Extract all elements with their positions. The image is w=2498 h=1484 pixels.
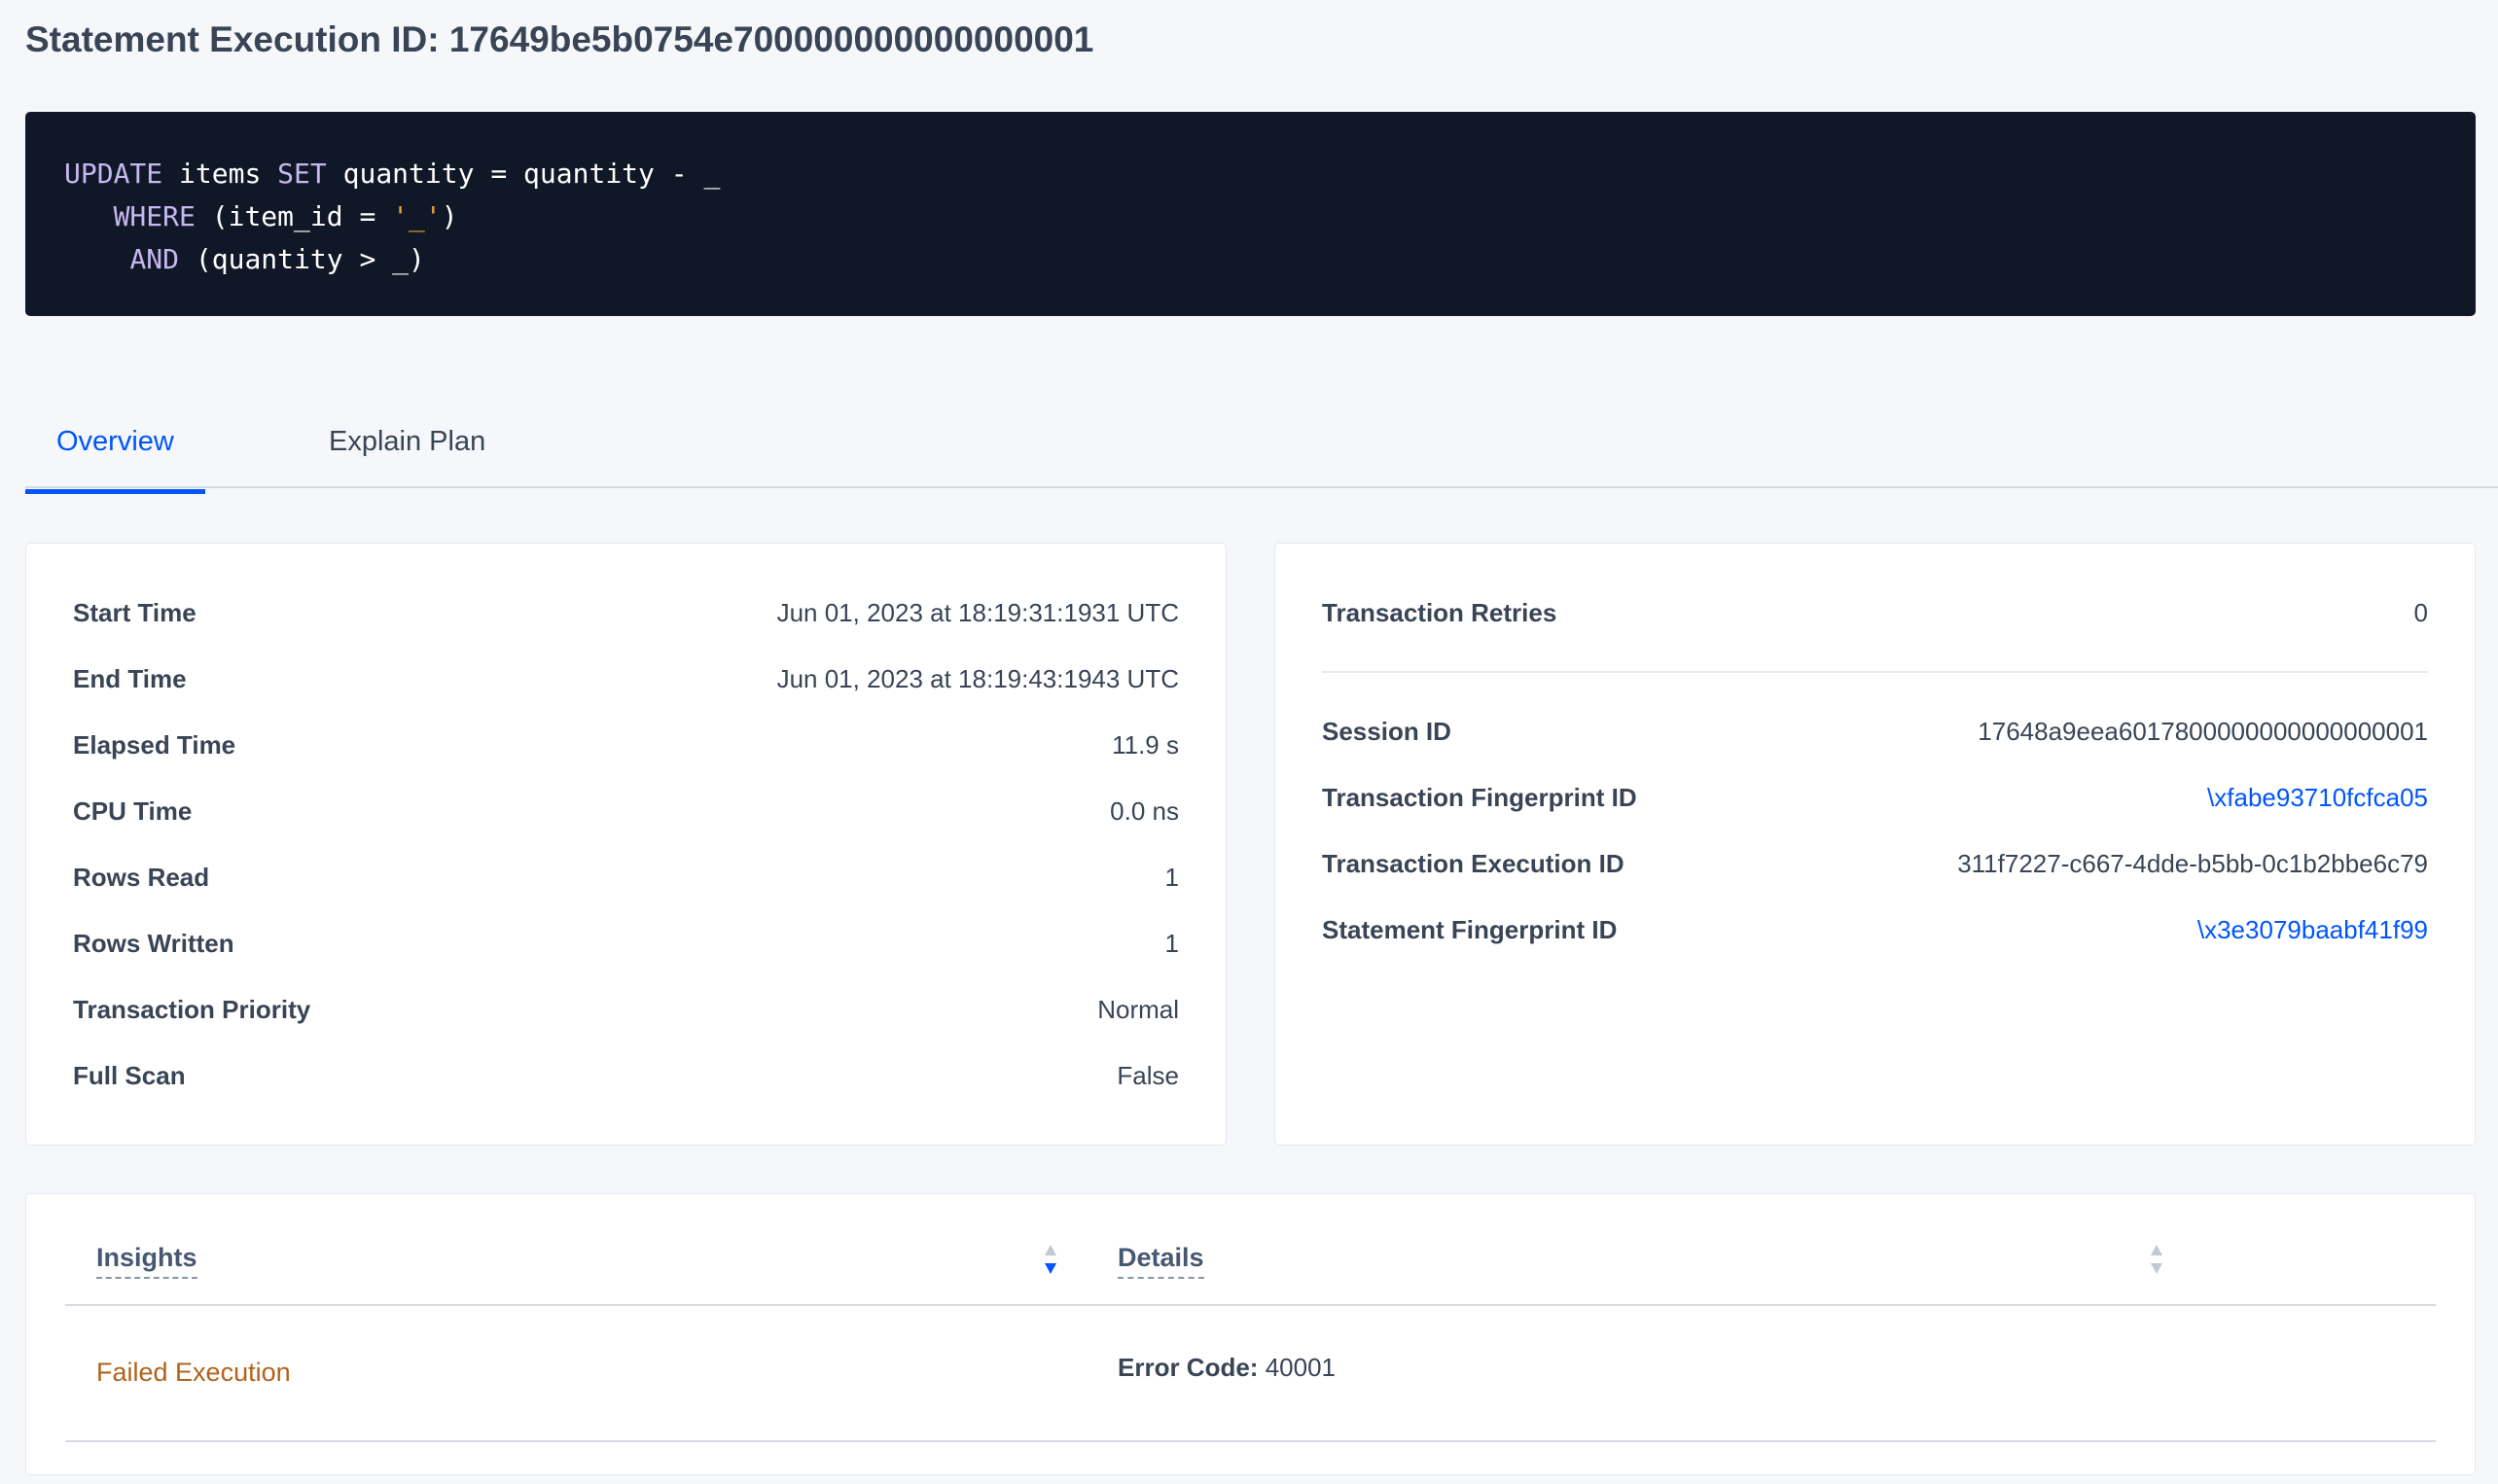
sort-descending-icon[interactable]	[1043, 1243, 1058, 1276]
column-header-insights[interactable]: Insights	[96, 1243, 197, 1279]
row-label: Transaction Retries	[1322, 597, 1557, 627]
row-value-link[interactable]: \xfabe93710fcfca05	[2207, 782, 2428, 812]
stat-row: CPU Time 0.0 ns	[73, 792, 1179, 830]
row-label: Rows Read	[73, 862, 210, 892]
row-label: Transaction Priority	[73, 994, 311, 1024]
error-code: Error Code: 40001	[1118, 1353, 1336, 1383]
row-label: Full Scan	[73, 1060, 186, 1090]
row-value: Jun 01, 2023 at 18:19:31:1931 UTC	[776, 597, 1179, 627]
row-label: Start Time	[73, 597, 196, 627]
row-value: 1	[1164, 862, 1179, 892]
sql-line-3: AND (quantity > _)	[64, 238, 2476, 281]
stat-row: Rows Written 1	[73, 924, 1179, 963]
row-value: 0.0 ns	[1110, 795, 1179, 826]
insights-table: Insights Details Failed Execution Error …	[25, 1193, 2476, 1475]
insight-failed-execution: Failed Execution	[96, 1358, 291, 1387]
row-label: Elapsed Time	[73, 729, 236, 760]
sql-keyword: SET	[277, 158, 327, 190]
row-value: False	[1117, 1060, 1179, 1090]
sql-text: )	[441, 200, 458, 232]
row-label: Transaction Execution ID	[1322, 848, 1624, 878]
row-divider	[65, 1440, 2436, 1442]
row-value: Normal	[1097, 994, 1179, 1024]
error-code-label: Error Code:	[1118, 1353, 1259, 1382]
row-value-link[interactable]: \x3e3079baabf41f99	[2196, 914, 2428, 944]
sql-keyword: WHERE	[113, 200, 196, 232]
sql-code-block: UPDATE items SET quantity = quantity - _…	[25, 112, 2476, 316]
sql-line-2: WHERE (item_id = '_')	[64, 195, 2476, 238]
stat-row: Start Time Jun 01, 2023 at 18:19:31:1931 …	[73, 593, 1179, 632]
row-value: 0	[2413, 597, 2428, 627]
sql-text: (item_id =	[195, 200, 393, 232]
transaction-retries-row: Transaction Retries 0	[1322, 593, 2428, 632]
sql-text	[64, 200, 114, 232]
sql-string: '_'	[392, 200, 442, 232]
divider	[1322, 671, 2428, 673]
row-value: Jun 01, 2023 at 18:19:43:1943 UTC	[776, 663, 1179, 693]
header-divider	[65, 1304, 2436, 1306]
row-label: CPU Time	[73, 795, 193, 826]
row-value: 17648a9eea6017800000000000000001	[1978, 716, 2428, 746]
stat-row: Rows Read 1	[73, 858, 1179, 897]
sql-keyword: AND	[129, 243, 180, 275]
sql-line-1: UPDATE items SET quantity = quantity - _	[64, 153, 2476, 195]
info-row: Transaction Fingerprint ID \xfabe93710fcf…	[1322, 778, 2428, 817]
page-title: Statement Execution ID: 17649be5b0754e70…	[25, 19, 1094, 59]
sql-text: quantity = quantity - _	[326, 158, 721, 190]
row-value: 311f7227-c667-4dde-b5bb-0c1b2bbe6c79	[1957, 848, 2428, 878]
row-label: Rows Written	[73, 928, 234, 958]
stat-row: Elapsed Time 11.9 s	[73, 725, 1179, 764]
info-row: Session ID 17648a9eea60178000000000000000…	[1322, 712, 2428, 751]
row-label: Statement Fingerprint ID	[1322, 914, 1618, 944]
row-value: 11.9 s	[1112, 729, 1179, 760]
row-label: Session ID	[1322, 716, 1451, 746]
tab-overview[interactable]: Overview	[25, 426, 205, 494]
row-value: 1	[1164, 928, 1179, 958]
stat-row: End Time Jun 01, 2023 at 18:19:43:1943 UT…	[73, 659, 1179, 698]
sql-keyword: UPDATE	[64, 158, 163, 190]
transaction-info-card: Transaction Retries 0 Session ID 17648a9e…	[1274, 543, 2476, 1146]
sql-text: items	[162, 158, 278, 190]
row-label: Transaction Fingerprint ID	[1322, 782, 1637, 812]
sql-text	[64, 243, 129, 275]
overview-stats-card: Start Time Jun 01, 2023 at 18:19:31:1931 …	[25, 543, 1227, 1146]
sort-icon[interactable]	[2149, 1243, 2164, 1276]
stat-row: Transaction Priority Normal	[73, 990, 1179, 1029]
error-code-value: 40001	[1265, 1353, 1337, 1382]
row-label: End Time	[73, 663, 187, 693]
tab-explain-plan[interactable]: Explain Plan	[329, 426, 486, 457]
column-header-details[interactable]: Details	[1118, 1243, 1204, 1279]
tab-bar: Overview Explain Plan	[25, 418, 2498, 494]
info-row: Transaction Execution ID 311f7227-c667-4d…	[1322, 844, 2428, 883]
info-row: Statement Fingerprint ID \x3e3079baabf41f…	[1322, 910, 2428, 949]
sql-text: (quantity > _)	[179, 243, 425, 275]
stat-row: Full Scan False	[73, 1056, 1179, 1095]
